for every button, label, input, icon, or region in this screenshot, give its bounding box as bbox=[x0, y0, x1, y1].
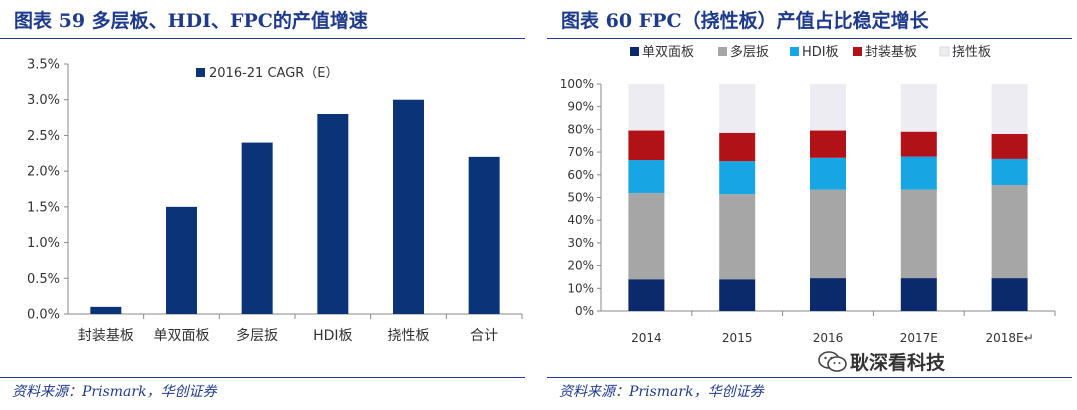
right-bar-segment bbox=[628, 130, 665, 161]
right-legend-swatch bbox=[853, 47, 862, 56]
right-top-rule bbox=[547, 38, 1072, 39]
left-chart-panel: 图表 59 多层板、HDI、FPC的产值增速 0.0% 0.5% 1.0% 1.5% 2… bbox=[0, 0, 530, 410]
right-y-tick-label: 30% bbox=[567, 236, 594, 250]
right-bottom-rule bbox=[547, 377, 1072, 378]
right-bar-segment bbox=[900, 278, 937, 311]
wechat-icon bbox=[818, 351, 847, 372]
left-y-tick-label: 0.0% bbox=[27, 308, 60, 323]
right-y-tick-label: 0% bbox=[575, 304, 594, 318]
right-bar-segment bbox=[719, 194, 756, 280]
right-stacked-bar-chart: 0% 10% 20% 30% 40% 50% 60% 70% 80% 90% 100% 2014 201… bbox=[560, 44, 1056, 345]
right-bar-segment bbox=[628, 160, 665, 193]
right-legend-swatch bbox=[939, 46, 950, 57]
right-y-tick-label: 80% bbox=[567, 122, 594, 136]
right-chart-title: 图表 60 FPC（挠性板）产值占比稳定增长 bbox=[561, 10, 929, 32]
left-bar bbox=[468, 156, 500, 314]
right-bar-segment bbox=[810, 157, 846, 190]
left-y-tick-label: 3.0% bbox=[27, 93, 60, 108]
right-y-tick-label: 100% bbox=[560, 77, 594, 91]
right-bar-segment bbox=[719, 161, 756, 195]
left-x-tick-label: 封装基板 bbox=[78, 327, 134, 344]
right-y-tick-label: 70% bbox=[567, 145, 594, 159]
right-bar-segment bbox=[991, 158, 1028, 186]
left-y-tick-label: 0.5% bbox=[27, 272, 60, 287]
right-bar-segment bbox=[810, 278, 846, 311]
right-bar-segment bbox=[628, 84, 665, 131]
right-x-tick-label: 2014 bbox=[631, 331, 662, 345]
left-legend-label: 2016-21 CAGR（E） bbox=[209, 66, 339, 81]
left-y-tick-label: 1.5% bbox=[27, 200, 60, 215]
right-bar-segment bbox=[628, 279, 665, 311]
left-x-tick-label: 挠性板 bbox=[388, 328, 430, 344]
left-source-note: 资料来源：Prismark，华创证券 bbox=[12, 384, 217, 400]
right-bar-segment bbox=[810, 189, 846, 279]
right-bar-segment bbox=[719, 84, 756, 133]
right-legend-label: 多层扳 bbox=[730, 44, 769, 60]
right-x-tick-label: 2017E bbox=[900, 331, 938, 345]
right-legend-label: 封装基板 bbox=[865, 45, 917, 60]
left-bar bbox=[166, 206, 197, 314]
left-y-tick-label: 2.0% bbox=[27, 165, 60, 180]
right-y-tick-label: 10% bbox=[567, 281, 594, 295]
right-y-tick-label: 50% bbox=[567, 191, 594, 205]
right-source-note: 资料来源：Prismark，华创证券 bbox=[559, 384, 764, 400]
right-legend-label: 挠性板 bbox=[952, 45, 991, 60]
right-bar-segment bbox=[991, 278, 1028, 311]
right-x-tick-label: 2015 bbox=[722, 331, 753, 345]
right-legend-label: HDI板 bbox=[802, 45, 839, 60]
right-y-tick-label: 20% bbox=[567, 259, 594, 273]
right-x-tick-label: 2018E↵ bbox=[986, 331, 1034, 345]
right-bar-segment bbox=[810, 84, 846, 131]
left-y-tick-label: 1.0% bbox=[27, 236, 60, 251]
left-x-tick-label: 多层扳 bbox=[236, 327, 278, 344]
left-x-tick-label: HDI板 bbox=[313, 328, 352, 344]
right-legend-swatch bbox=[718, 47, 727, 56]
left-y-tick-label: 3.5% bbox=[27, 58, 60, 73]
left-legend-swatch bbox=[196, 68, 205, 77]
right-bar-segment bbox=[991, 84, 1028, 134]
left-bar bbox=[317, 114, 349, 314]
left-x-tick-label: 单双面板 bbox=[154, 328, 210, 344]
watermark-text: 耿深看科技 bbox=[850, 352, 946, 374]
right-bar-segment bbox=[900, 156, 937, 190]
left-x-tick-label: 合计 bbox=[470, 328, 498, 344]
right-legend-swatch bbox=[630, 47, 639, 56]
right-chart-panel: 图表 60 FPC（挠性板）产值占比稳定增长 0% 10% 20% 30% 40% 50%… bbox=[547, 0, 1077, 410]
left-bar bbox=[241, 142, 273, 314]
right-x-tick-label: 2016 bbox=[813, 331, 844, 345]
right-bar-segment bbox=[810, 130, 846, 158]
right-bar-segment bbox=[900, 131, 937, 157]
left-bar bbox=[90, 306, 122, 314]
left-bar bbox=[393, 99, 424, 314]
left-bar-chart: 0.0% 0.5% 1.0% 1.5% 2.0% 2.5% 3.0% 3.5% 封装基板 单双面板… bbox=[27, 58, 523, 344]
right-bar-segment bbox=[900, 189, 937, 279]
right-legend-label: 单双面板 bbox=[642, 45, 694, 60]
right-y-tick-label: 90% bbox=[567, 100, 594, 114]
right-bar-segment bbox=[900, 84, 937, 132]
right-bar-segment bbox=[719, 132, 756, 162]
left-y-tick-label: 2.5% bbox=[27, 129, 60, 144]
right-y-tick-label: 60% bbox=[567, 168, 594, 182]
right-y-tick-label: 40% bbox=[567, 213, 594, 227]
left-top-rule bbox=[0, 38, 525, 39]
left-chart-title: 图表 59 多层板、HDI、FPC的产值增速 bbox=[14, 10, 368, 32]
right-legend-swatch bbox=[790, 47, 799, 56]
right-bar-segment bbox=[991, 185, 1028, 279]
right-bar-segment bbox=[991, 133, 1028, 159]
left-bottom-rule bbox=[0, 377, 525, 378]
right-bar-segment bbox=[628, 192, 665, 280]
right-bar-segment bbox=[719, 279, 756, 311]
